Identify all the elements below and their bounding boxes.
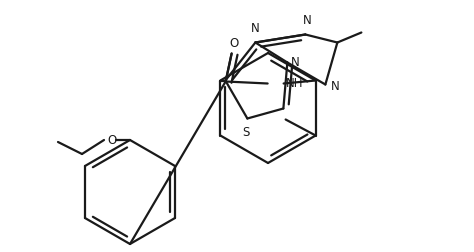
Text: N: N — [251, 22, 260, 36]
Text: S: S — [243, 125, 250, 139]
Text: N: N — [331, 80, 340, 93]
Text: NH: NH — [286, 77, 303, 90]
Text: O: O — [108, 134, 117, 146]
Text: N: N — [303, 15, 312, 27]
Text: O: O — [229, 37, 238, 50]
Text: N: N — [292, 56, 300, 69]
